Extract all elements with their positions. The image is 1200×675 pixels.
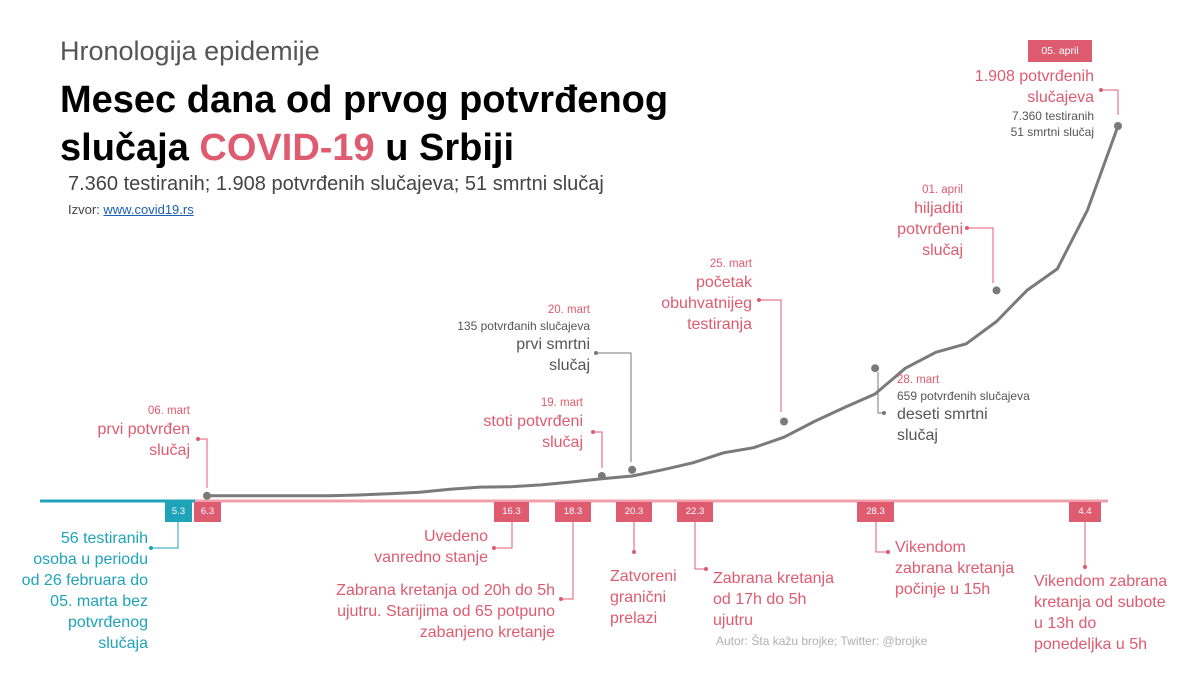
series-line-confirmed xyxy=(207,125,1120,498)
annotation-4-4: Vikendom zabrana kretanja od subote u 13… xyxy=(1034,571,1194,655)
timeline-box-6-3: 6.3 xyxy=(194,502,221,522)
annotation-text: stoti potvrđeni xyxy=(483,413,583,430)
annotation-text: prelazi xyxy=(610,610,658,627)
annotation-text: osoba u periodu xyxy=(33,551,148,568)
annotation-28-3: Vikendom zabrana kretanja počinje u 15h xyxy=(895,537,1035,600)
annotation-text: kretanja od subote xyxy=(1034,594,1166,611)
annotation-text: deseti smrtni xyxy=(897,406,988,423)
annotation-22-3: Zabrana kretanja od 17h do 5h ujutru xyxy=(713,568,853,631)
annotation-text: 1.908 potvrđenih xyxy=(974,68,1094,85)
timeline-box-20-3: 20.3 xyxy=(616,502,652,522)
credit: Autor: Šta kažu brojke; Twitter: @brojke xyxy=(716,634,928,648)
annotation-text: Uvedeno xyxy=(423,528,488,545)
annotation-05-april: 1.908 potvrđenih slučajeva 7.360 testira… xyxy=(900,66,1094,140)
annotation-date: 20. mart xyxy=(547,304,590,316)
page-title: Mesec dana od prvog potvrđenog slučaja C… xyxy=(60,76,760,172)
data-point-2020-03-20 xyxy=(628,465,637,474)
annotation-sub: 51 smrtni slučaj xyxy=(1010,125,1094,139)
annotation-text: prvi smrtni xyxy=(516,336,590,353)
annotation-date: 01. april xyxy=(922,184,963,196)
annotation-text: slučaj xyxy=(549,357,590,374)
annotation-text: vanredno stanje xyxy=(374,549,488,566)
title-line-1: Mesec dana od prvog potvrđenog xyxy=(60,79,669,121)
annotation-text: testiranja xyxy=(687,316,752,333)
timeline-box-18-3: 18.3 xyxy=(555,502,591,522)
annotation-text: ujutru. Starijima od 65 potpuno xyxy=(337,603,555,620)
data-point-2020-03-06 xyxy=(203,491,211,500)
annotation-text: slučaj xyxy=(922,242,963,259)
timeline-box-5-3: 5.3 xyxy=(165,502,192,522)
annotation-text: ponedeljka u 5h xyxy=(1034,636,1147,653)
annotation-text: 56 testiranih xyxy=(60,530,148,547)
annotation-18-3: Zabrana kretanja od 20h do 5h ujutru. St… xyxy=(300,580,555,643)
annotation-text: Vikendom xyxy=(895,539,966,556)
title-line-2a: slučaja xyxy=(60,127,200,169)
annotation-text: od 26 februara do xyxy=(21,572,148,589)
annotation-text: zabanjeno kretanje xyxy=(419,624,555,641)
annotation-text: zabrana kretanja xyxy=(895,560,1015,577)
annotation-sub: 7.360 testiranih xyxy=(1011,109,1094,123)
annotation-05-april-badge: 05. april xyxy=(1028,40,1092,62)
annotation-text: u 13h do xyxy=(1034,615,1097,632)
source-label: Izvor: xyxy=(68,202,104,217)
annotation-16-3: Uvedeno vanredno stanje xyxy=(340,526,488,568)
timeline-box-4-4: 4.4 xyxy=(1069,502,1101,522)
annotation-text: Zatvoreni xyxy=(610,568,677,585)
annotation-text: slučaja xyxy=(98,635,148,652)
annotation-text: slučajeva xyxy=(1027,89,1094,106)
timeline-box-22-3: 22.3 xyxy=(677,502,713,522)
annotation-date: 06. mart xyxy=(147,405,190,417)
kicker: Hronologija epidemije xyxy=(60,36,320,66)
source: Izvor: www.covid19.rs xyxy=(68,202,194,217)
annotation-text: Zabrana kretanja od 20h do 5h xyxy=(336,582,555,599)
annotation-text: početak xyxy=(695,274,752,291)
data-point-2020-03-19 xyxy=(597,472,606,480)
annotation-date: 19. mart xyxy=(540,397,583,409)
annotation-text: slučaj xyxy=(897,427,938,444)
annotation-date: 28. mart xyxy=(897,374,940,386)
data-point-2020-04-01 xyxy=(992,286,1001,295)
data-point-2020-03-25 xyxy=(780,417,788,426)
data-point-2020-04-05 xyxy=(1114,122,1122,130)
annotation-20-3: Zatvoreni granični prelazi xyxy=(610,566,690,629)
annotation-text: prvi potvrđen xyxy=(97,421,191,438)
annotation-text: Vikendom zabrana xyxy=(1034,573,1168,590)
annotation-text: slučaj xyxy=(149,442,190,459)
annotation-text: hiljaditi xyxy=(914,200,963,217)
annotation-text: slučaj xyxy=(542,434,583,451)
annotation-06-mart: 06. mart prvi potvrđen slučaj xyxy=(40,403,191,461)
annotation-19-mart: 19. mart stoti potvrđeni slučaj xyxy=(420,395,583,453)
source-link[interactable]: www.covid19.rs xyxy=(103,202,194,217)
annotation-text: ujutru xyxy=(713,612,754,629)
annotation-text: Zabrana kretanja xyxy=(713,570,834,587)
annotation-sub: 659 potvrđenih slučajeva xyxy=(897,389,1030,403)
title-highlight: COVID-19 xyxy=(199,127,375,169)
annotation-text: obuhvatnijeg xyxy=(661,295,752,312)
subtitle: 7.360 testiranih; 1.908 potvrđenih sluča… xyxy=(68,173,604,195)
annotation-text: potvrđenog xyxy=(67,614,148,631)
leader-lines xyxy=(149,88,1119,601)
annotation-text: potvrđeni xyxy=(897,221,963,238)
annotation-25-mart: 25. mart početak obuhvatnijeg testiranja xyxy=(610,256,752,335)
annotation-28-mart: 28. mart 659 potvrđenih slučajeva deseti… xyxy=(897,372,1097,446)
annotation-date: 25. mart xyxy=(709,258,752,270)
annotation-01-april: 01. april hiljaditi potvrđeni slučaj xyxy=(843,182,963,261)
annotation-5-3: 56 testiranih osoba u periodu od 26 febr… xyxy=(0,528,148,654)
annotation-text: od 17h do 5h xyxy=(713,591,807,608)
annotation-sub: 135 potvrđanih slučajeva xyxy=(457,319,590,333)
annotation-text: 05. marta bez xyxy=(50,593,148,610)
title-line-2b: u Srbiji xyxy=(374,127,515,169)
data-point-2020-03-28 xyxy=(871,364,880,373)
annotation-text: počinje u 15h xyxy=(895,581,991,598)
annotation-text: granični xyxy=(610,589,667,606)
annotation-20-mart: 20. mart 135 potvrđanih slučajeva prvi s… xyxy=(400,302,590,376)
timeline-box-28-3: 28.3 xyxy=(857,502,894,522)
timeline-box-16-3: 16.3 xyxy=(494,502,529,522)
